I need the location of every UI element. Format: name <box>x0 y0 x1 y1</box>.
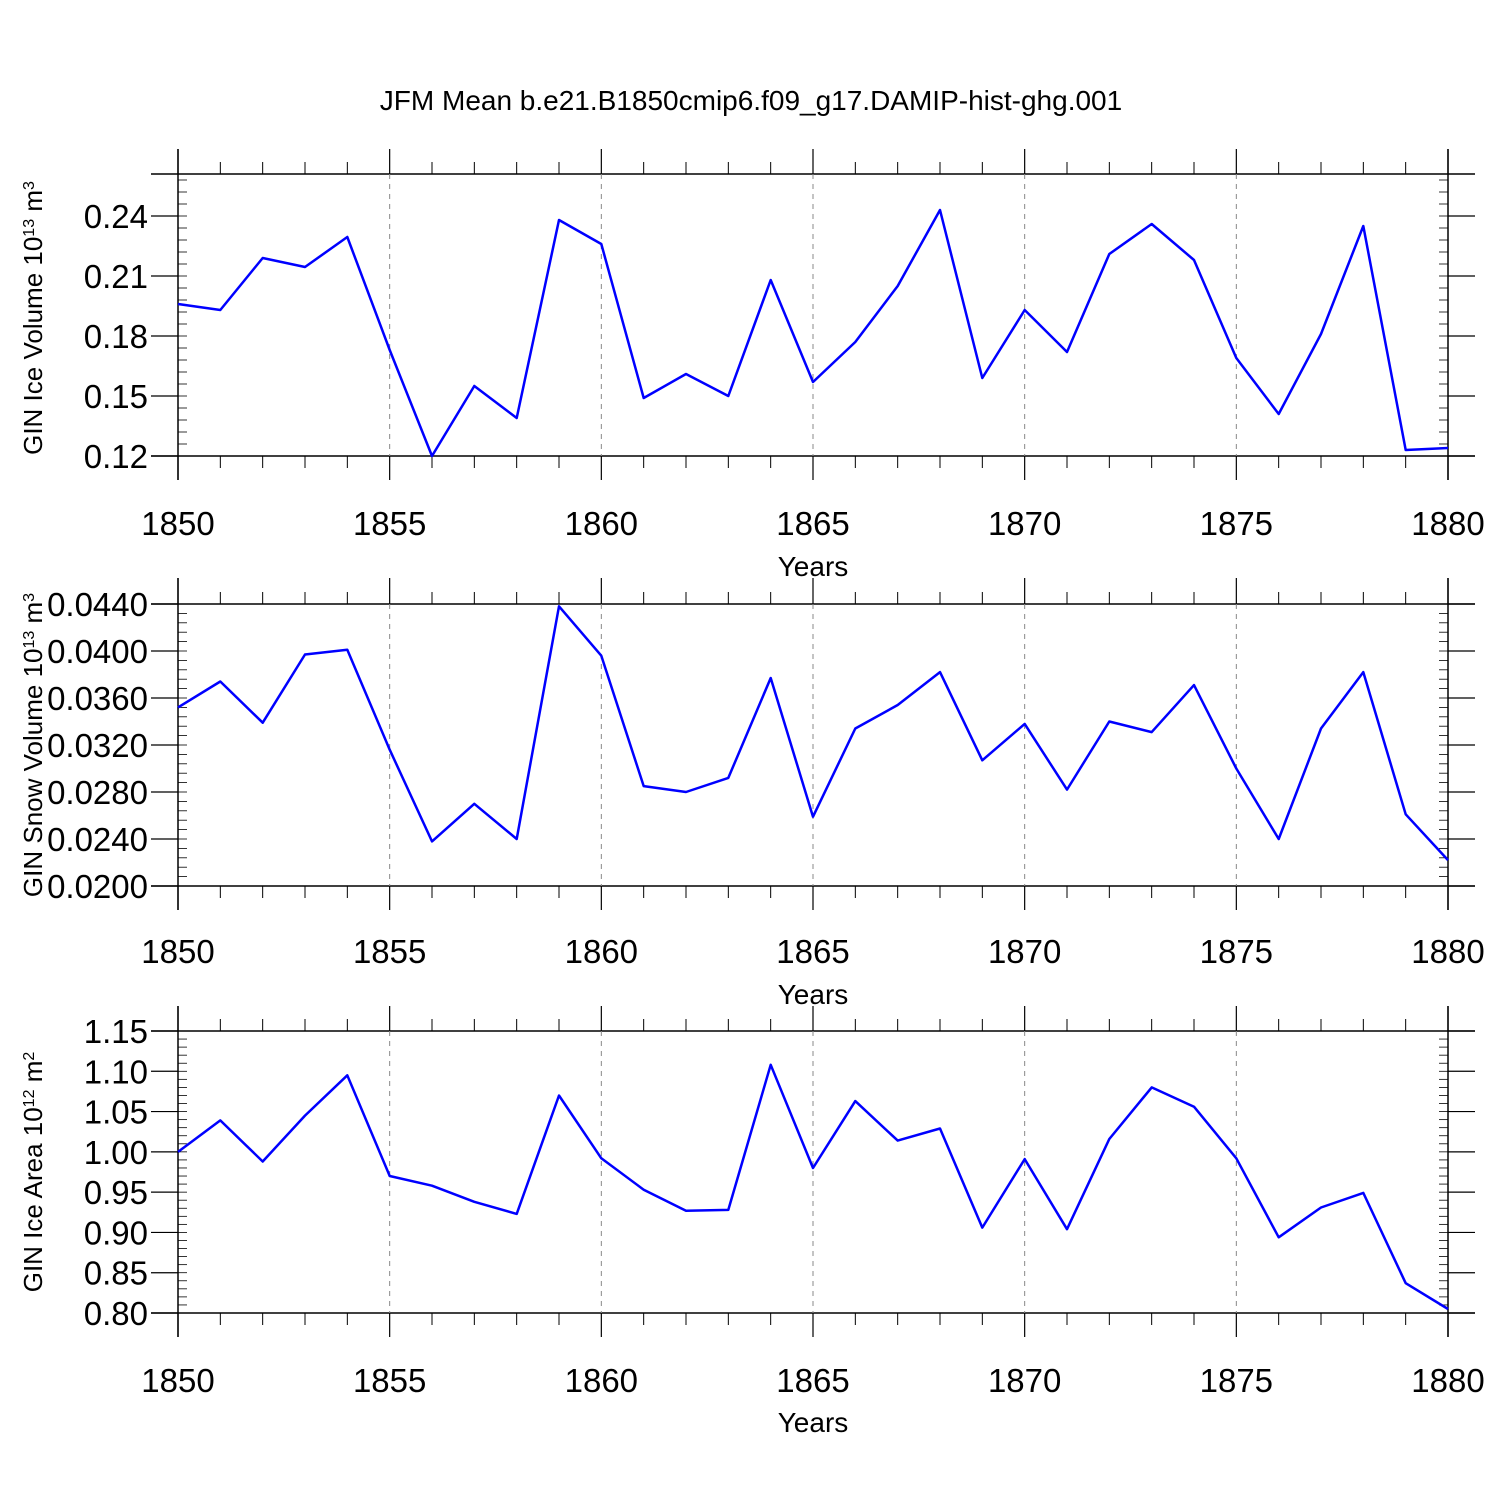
y-tick-label: 0.90 <box>84 1214 148 1251</box>
x-tick-label: 1880 <box>1411 1362 1484 1399</box>
x-tick-label: 1865 <box>776 933 849 970</box>
y-tick-label: 0.24 <box>84 198 148 235</box>
y-tick-label: 0.21 <box>84 258 148 295</box>
x-tick-label: 1855 <box>353 505 426 542</box>
y-tick-label: 0.0440 <box>47 586 148 623</box>
y-tick-label: 1.05 <box>84 1094 148 1131</box>
y-tick-label: 1.10 <box>84 1053 148 1090</box>
x-tick-label: 1850 <box>141 505 214 542</box>
y-tick-label: 0.12 <box>84 438 148 475</box>
y-tick-label: 1.00 <box>84 1134 148 1171</box>
chart-panel-3: 0.800.85 0.900.951.001.05 1.101.15 1850 1855… <box>18 1006 1485 1438</box>
x-tick-label: 1880 <box>1411 505 1484 542</box>
y-tick-label: 0.0360 <box>47 680 148 717</box>
y-tick-label: 0.0280 <box>47 774 148 811</box>
x-tick-label: 1875 <box>1200 933 1273 970</box>
series-line <box>177 605 1449 861</box>
chart-panel-2: 0.0200 0.0240 0.0280 0.0320 0.0360 0.0400 0.04… <box>18 578 1485 1010</box>
y-tick-label: 0.0400 <box>47 633 148 670</box>
y-axis-title: GIN Ice Area 1012 m2 <box>18 1052 48 1293</box>
x-tick-label: 1850 <box>141 1362 214 1399</box>
y-axis-title: GIN Ice Volume 1013 m3 <box>18 181 48 455</box>
x-tick-label: 1870 <box>988 933 1061 970</box>
x-tick-label: 1870 <box>988 505 1061 542</box>
x-tick-label: 1850 <box>141 933 214 970</box>
y-tick-label: 0.0320 <box>47 727 148 764</box>
x-tick-label: 1875 <box>1200 505 1273 542</box>
x-axis-title: Years <box>778 551 849 582</box>
figure-title: JFM Mean b.e21.B1850cmip6.f09_g17.DAMIP-… <box>380 85 1122 116</box>
x-tick-label: 1865 <box>776 1362 849 1399</box>
x-tick-label: 1860 <box>565 1362 638 1399</box>
x-tick-label: 1880 <box>1411 933 1484 970</box>
y-tick-label: 0.15 <box>84 378 148 415</box>
x-axis-title: Years <box>778 1407 849 1438</box>
x-tick-label: 1865 <box>776 505 849 542</box>
y-tick-label: 0.18 <box>84 318 148 355</box>
chart-panel-1: 0.12 0.15 0.18 0.21 0.24 1850 1855 1860 1865 1870… <box>18 149 1485 582</box>
y-tick-label: 0.95 <box>84 1174 148 1211</box>
y-tick-label: 0.0200 <box>47 868 148 905</box>
x-tick-label: 1860 <box>565 933 638 970</box>
x-tick-label: 1860 <box>565 505 638 542</box>
series-line <box>177 1063 1449 1311</box>
y-tick-label: 1.15 <box>84 1013 148 1050</box>
y-tick-label: 0.85 <box>84 1255 148 1292</box>
y-axis-title: GIN Snow Volume 1013 m3 <box>18 593 48 897</box>
series-line <box>177 208 1449 458</box>
x-tick-label: 1855 <box>353 1362 426 1399</box>
y-tick-label: 0.80 <box>84 1295 148 1332</box>
x-tick-label: 1855 <box>353 933 426 970</box>
panels: 0.12 0.15 0.18 0.21 0.24 1850 1855 1860 1865 1870… <box>18 149 1485 1438</box>
y-tick-label: 0.0240 <box>47 821 148 858</box>
x-axis-title: Years <box>778 979 849 1010</box>
x-tick-label: 1875 <box>1200 1362 1273 1399</box>
x-tick-label: 1870 <box>988 1362 1061 1399</box>
